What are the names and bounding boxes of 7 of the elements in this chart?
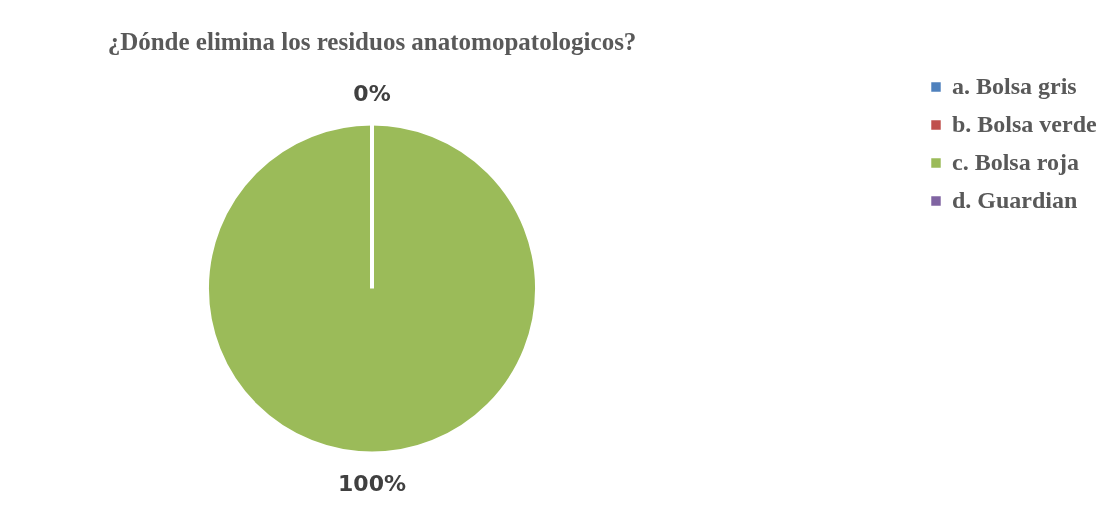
legend-label: d. Guardian xyxy=(952,187,1078,213)
legend-label: a. Bolsa gris xyxy=(952,73,1077,99)
data-label: 100% xyxy=(338,470,406,496)
legend-label: c. Bolsa roja xyxy=(952,149,1079,175)
text: 0% xyxy=(353,80,391,106)
legend-label: b. Bolsa verde xyxy=(952,111,1098,137)
chart-title: ¿Dónde elimina los residuos anatomopatologicos? xyxy=(107,28,637,55)
